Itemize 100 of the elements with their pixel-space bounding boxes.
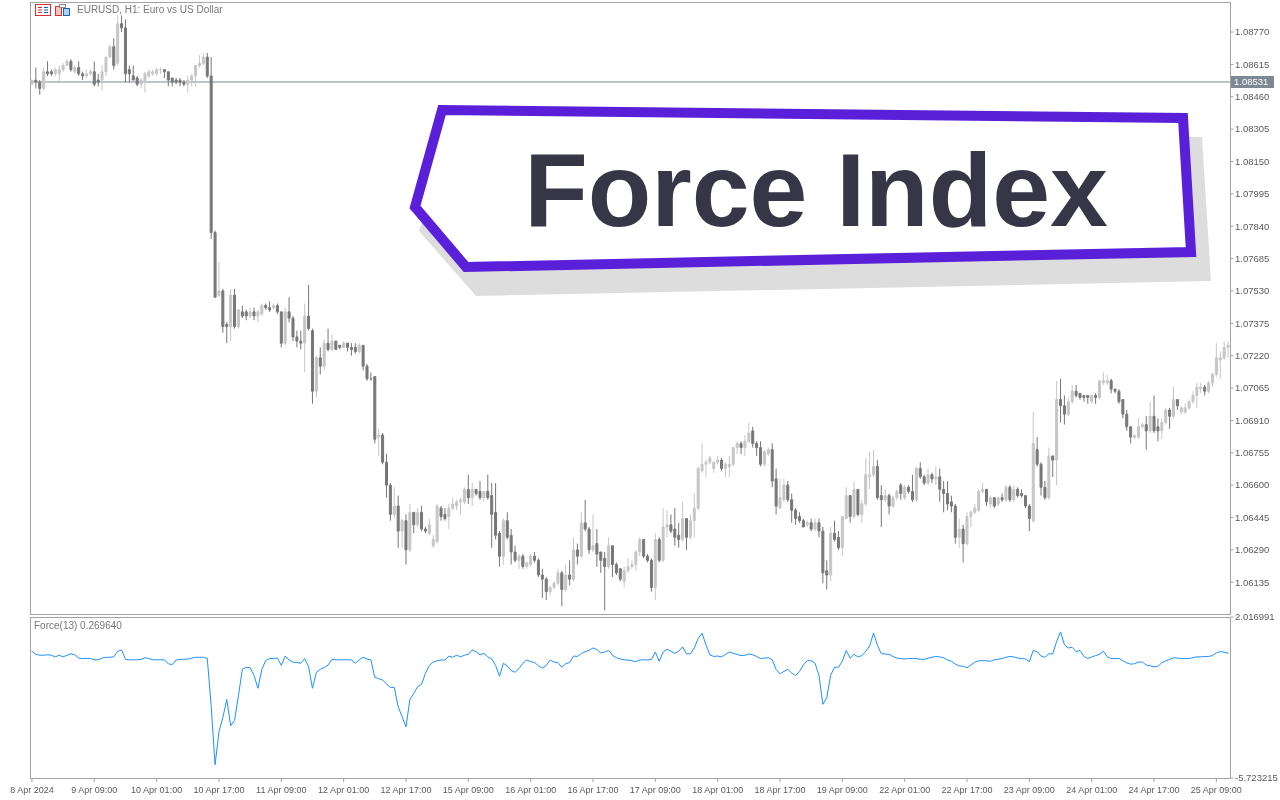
candlestick — [272, 303, 276, 311]
candlestick — [46, 60, 50, 77]
candlestick — [470, 482, 474, 507]
y-tick-label: -5.723215 — [1235, 772, 1278, 784]
candlestick — [252, 307, 256, 321]
candlestick — [739, 440, 743, 455]
candlestick — [934, 465, 938, 486]
candlestick — [373, 376, 377, 444]
candlestick — [1183, 403, 1187, 415]
y-tick-label: 1.07065 — [1235, 382, 1270, 394]
candlestick — [268, 300, 272, 313]
candlestick — [334, 340, 338, 350]
x-tick-label: 10 Apr 17:00 — [193, 785, 245, 795]
candlestick — [1047, 447, 1051, 501]
candlestick — [529, 553, 533, 568]
candlestick — [1055, 380, 1059, 486]
y-tick-label: 1.06135 — [1235, 576, 1270, 588]
candlestick — [1144, 415, 1148, 451]
candlestick — [657, 536, 661, 563]
candlestick — [1008, 484, 1012, 503]
candlestick — [930, 472, 934, 484]
candlestick — [201, 52, 205, 66]
candlestick — [556, 568, 560, 586]
candlestick — [392, 486, 396, 520]
candlestick — [887, 493, 891, 515]
candlestick — [642, 538, 646, 559]
candlestick — [1016, 486, 1020, 499]
candlestick — [673, 507, 677, 547]
candlestick — [996, 497, 1000, 507]
candlestick — [778, 478, 782, 509]
candlestick — [338, 344, 342, 350]
x-tick-label: 8 Apr 2024 — [10, 785, 54, 795]
candlestick — [416, 507, 420, 528]
candlestick — [1179, 405, 1183, 415]
candlestick — [155, 67, 159, 77]
candlestick — [314, 355, 318, 398]
candlestick — [946, 480, 950, 511]
candlestick — [1074, 384, 1078, 398]
x-tick-label: 15 Apr 09:00 — [442, 785, 494, 795]
candlestick — [84, 69, 88, 79]
candlestick — [681, 501, 685, 543]
x-tick-label: 16 Apr 17:00 — [567, 785, 619, 795]
candlestick — [926, 467, 930, 486]
y-tick-label: 1.08770 — [1235, 26, 1270, 38]
candlestick — [439, 505, 443, 522]
candlestick — [1148, 401, 1152, 434]
candlestick — [478, 480, 482, 501]
candlestick — [1175, 399, 1179, 411]
x-tick-label: 9 Apr 09:00 — [71, 785, 118, 795]
x-tick-label: 17 Apr 09:00 — [629, 785, 681, 795]
candlestick — [77, 60, 81, 77]
candlestick — [762, 449, 766, 467]
candlestick — [579, 511, 583, 559]
candlestick — [603, 551, 607, 611]
candlestick — [564, 564, 568, 593]
candlestick — [957, 518, 961, 549]
x-tick-label: 24 Apr 17:00 — [1128, 785, 1180, 795]
candlestick — [759, 440, 763, 467]
candlestick — [1094, 392, 1098, 405]
candlestick — [42, 67, 46, 92]
candlestick — [591, 513, 595, 553]
x-tick-label: 24 Apr 01:00 — [1066, 785, 1118, 795]
candlestick — [455, 499, 459, 511]
candlestick — [349, 342, 353, 357]
x-tick-label: 18 Apr 17:00 — [754, 785, 806, 795]
y-tick-label: 1.06910 — [1235, 414, 1270, 426]
candlestick — [575, 543, 579, 566]
candlestick — [903, 484, 907, 501]
candlestick — [400, 518, 404, 549]
x-tick-label: 16 Apr 01:00 — [505, 785, 557, 795]
candlestick — [326, 328, 330, 353]
y-tick-label: 1.08150 — [1235, 155, 1270, 167]
candlestick — [988, 495, 992, 509]
candlestick — [482, 490, 486, 503]
candlestick — [166, 71, 170, 87]
x-tick-label: 19 Apr 09:00 — [816, 785, 868, 795]
candlestick — [143, 71, 147, 94]
candlestick — [1226, 340, 1230, 359]
x-tick-label: 25 Apr 09:00 — [1190, 785, 1242, 795]
candlestick — [684, 518, 688, 551]
annotation: Force Index — [524, 132, 1109, 248]
y-tick-label: 1.06445 — [1235, 511, 1270, 523]
candlestick — [233, 288, 237, 330]
candlestick — [73, 64, 77, 75]
candlestick — [1051, 455, 1055, 478]
candlestick — [88, 69, 92, 77]
candlestick — [661, 507, 665, 563]
candlestick — [112, 37, 116, 71]
line-series — [31, 631, 1229, 766]
candlestick — [610, 545, 614, 578]
y-tick-label: 1.06600 — [1235, 479, 1270, 491]
candlestick — [151, 69, 155, 77]
candlestick — [1031, 411, 1035, 524]
candlestick — [318, 346, 322, 375]
candlestick — [965, 511, 969, 547]
candlestick — [560, 570, 564, 607]
candlestick — [229, 288, 233, 342]
candlestick — [848, 495, 852, 524]
candlestick — [852, 480, 856, 520]
candlestick — [123, 19, 127, 83]
